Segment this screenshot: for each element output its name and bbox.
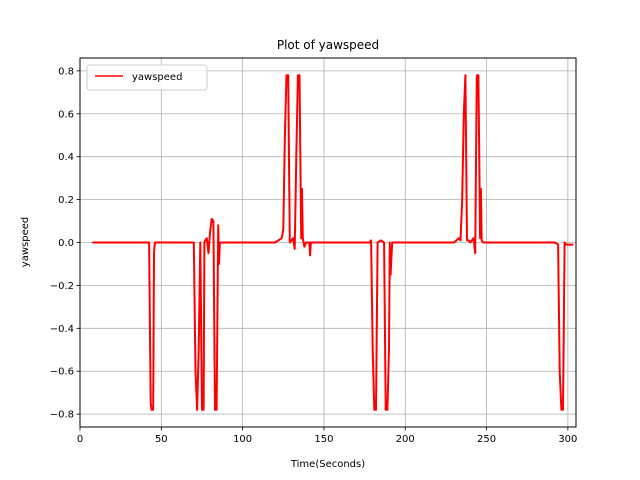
x-tick-label: 150 (314, 434, 333, 445)
legend-box (86, 64, 208, 91)
series-line-yawspeed (92, 74, 574, 411)
y-tick-label: −0.4 (50, 324, 74, 335)
y-tick-label: −0.2 (50, 281, 74, 292)
x-tick-label: 0 (77, 434, 83, 445)
x-axis-ticks: 0 50 100 150 200 250 300 (77, 427, 577, 445)
y-tick-label: 0.8 (58, 66, 74, 77)
grid-lines (79, 58, 576, 427)
y-tick-label: 0.4 (58, 152, 74, 163)
x-tick-label: 100 (233, 434, 252, 445)
y-axis-label: yawspeed (20, 217, 31, 267)
x-tick-label: 300 (558, 434, 577, 445)
legend: yawspeed (86, 64, 208, 91)
y-tick-label: 0.0 (58, 238, 74, 249)
x-tick-label: 250 (477, 434, 496, 445)
x-tick-label: 200 (396, 434, 415, 445)
chart-title: Plot of yawspeed (277, 38, 379, 52)
y-axis-ticks: −0.8 −0.6 −0.4 −0.2 0.0 0.2 0.4 0.6 0.8 (50, 66, 80, 421)
x-axis-label: Time(Seconds) (290, 459, 365, 470)
y-tick-label: 0.6 (58, 109, 74, 120)
legend-label: yawspeed (132, 72, 182, 83)
plot-lines (92, 74, 574, 411)
y-tick-label: 0.2 (58, 195, 74, 206)
x-tick-label: 50 (155, 434, 168, 445)
y-tick-label: −0.6 (50, 367, 74, 378)
y-tick-label: −0.8 (50, 410, 74, 421)
